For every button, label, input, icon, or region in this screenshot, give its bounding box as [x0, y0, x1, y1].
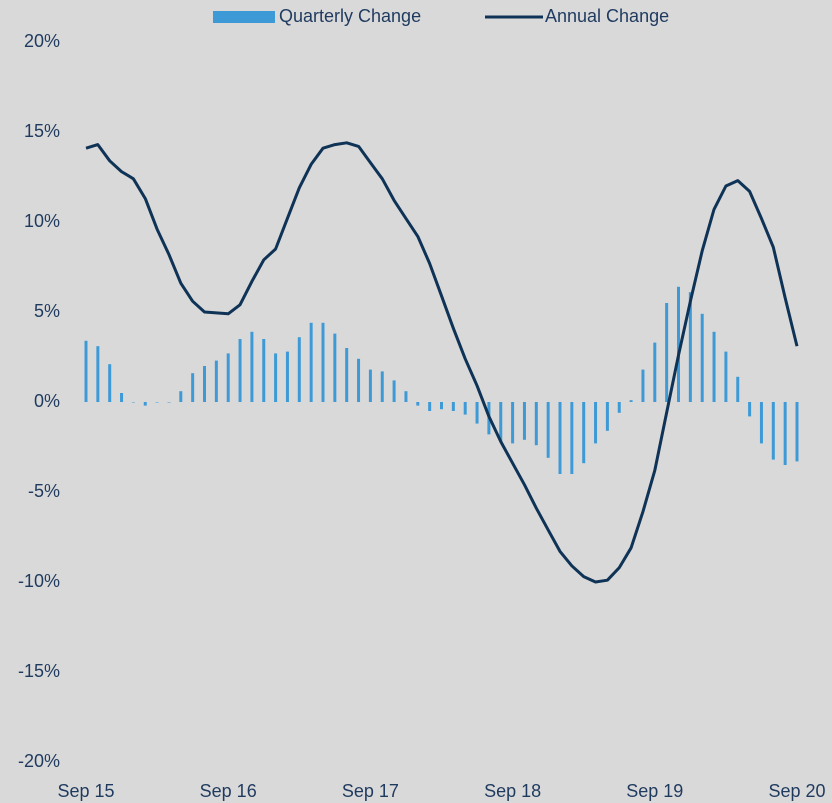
y-tick-label: -10% [18, 571, 60, 591]
bar [724, 351, 728, 402]
bar [546, 402, 550, 458]
bar [688, 292, 692, 402]
bar [641, 369, 645, 402]
bar [96, 346, 100, 402]
bar [795, 402, 799, 462]
bar [783, 402, 787, 465]
bar [665, 303, 669, 402]
x-tick-label: Sep 18 [484, 781, 541, 801]
bar [522, 402, 526, 440]
legend-label: Quarterly Change [279, 6, 421, 26]
bar [700, 313, 704, 402]
bar [499, 402, 503, 442]
y-tick-label: -15% [18, 661, 60, 681]
bar [262, 339, 266, 402]
bar [582, 402, 586, 464]
bar [203, 366, 206, 402]
bar [84, 340, 88, 402]
bar [131, 402, 135, 403]
legend-label: Annual Change [545, 6, 669, 26]
bar [120, 393, 124, 402]
bar [297, 337, 301, 402]
x-tick-label: Sep 15 [57, 781, 114, 801]
bar [321, 322, 325, 402]
bar [617, 402, 621, 413]
bar [416, 402, 420, 406]
bar [534, 402, 538, 446]
bar [143, 402, 147, 406]
bar [238, 339, 242, 402]
bar [440, 402, 443, 410]
y-tick-label: -20% [18, 751, 60, 771]
y-tick-label: 5% [34, 301, 60, 321]
bar [155, 402, 159, 403]
bar [558, 402, 562, 474]
bar [748, 402, 752, 417]
bar [368, 369, 372, 402]
bar [463, 402, 467, 415]
bar [653, 342, 657, 402]
bar [226, 353, 230, 402]
bar [475, 402, 479, 424]
x-tick-label: Sep 17 [342, 781, 399, 801]
bar [511, 402, 515, 444]
bar [677, 286, 680, 402]
bar [629, 400, 633, 402]
bar [380, 371, 384, 402]
line [85, 141, 799, 584]
bar [274, 353, 278, 402]
x-tick-label: Sep 20 [768, 781, 825, 801]
bar [250, 331, 254, 402]
bar [771, 402, 775, 460]
bar [736, 376, 740, 402]
bar [214, 360, 218, 402]
bar [451, 402, 455, 411]
y-tick-label: -5% [28, 481, 60, 501]
x-tick-label: Sep 16 [200, 781, 257, 801]
bar [404, 391, 408, 402]
bar [179, 391, 183, 402]
bar [309, 322, 313, 402]
bar [712, 331, 716, 402]
bar [570, 402, 574, 474]
bar [345, 348, 349, 402]
bar [594, 402, 598, 444]
bar [759, 402, 763, 444]
bar [191, 373, 195, 402]
bar [357, 358, 361, 402]
y-tick-label: 15% [24, 121, 60, 141]
bar [428, 402, 432, 411]
bar [605, 402, 609, 431]
y-tick-label: 0% [34, 391, 60, 411]
legend-swatch [213, 11, 275, 23]
bar [333, 333, 337, 402]
bar [108, 364, 112, 402]
y-tick-label: 20% [24, 31, 60, 51]
bar [167, 402, 171, 403]
bar [392, 380, 396, 402]
x-tick-label: Sep 19 [626, 781, 683, 801]
y-tick-label: 10% [24, 211, 60, 231]
bar [285, 351, 289, 402]
